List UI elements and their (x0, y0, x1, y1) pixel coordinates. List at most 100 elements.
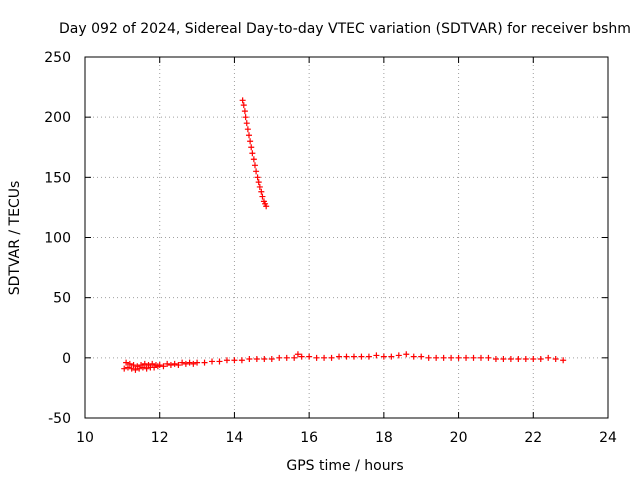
data-point-spike-track (263, 203, 270, 210)
x-tick-label: 14 (226, 430, 244, 446)
data-point-main-track (141, 360, 148, 367)
data-point-main-track (470, 354, 477, 361)
x-tick-label: 20 (450, 430, 468, 446)
data-point-main-track (306, 353, 313, 360)
data-point-main-track (388, 353, 395, 360)
x-tick-label: 12 (151, 430, 169, 446)
data-point-main-track (440, 354, 447, 361)
data-point-main-track (463, 354, 470, 361)
data-point-main-track (130, 362, 137, 369)
data-point-main-track (552, 356, 559, 363)
data-point-spike-track (247, 138, 254, 145)
data-point-spike-track (258, 188, 265, 195)
x-tick-label: 24 (599, 430, 617, 446)
grid-lines (85, 57, 608, 418)
data-point-spike-track (253, 168, 260, 175)
x-tick-label: 18 (375, 430, 393, 446)
data-point-main-track (182, 360, 189, 367)
y-tick-label: 250 (44, 50, 71, 66)
data-point-main-track (313, 354, 320, 361)
chart-title: Day 092 of 2024, Sidereal Day-to-day VTE… (59, 21, 631, 37)
y-axis-label: SDTVAR / TECUs (7, 181, 23, 296)
data-point-main-track (149, 360, 156, 367)
data-point-spike-track (239, 97, 246, 104)
data-point-main-track (238, 357, 245, 364)
data-point-main-track (253, 356, 260, 363)
data-point-main-track (136, 365, 143, 372)
data-point-main-track (336, 353, 343, 360)
data-point-main-track (123, 359, 130, 366)
axis-ticks: 10 12 14 16 18 20 22 24 -50 0 50 100 150 200 250 (44, 50, 617, 446)
data-point-main-track (223, 357, 230, 364)
data-point-spike-track (245, 132, 252, 139)
data-point-main-track (418, 353, 425, 360)
x-axis-label: GPS time / hours (286, 458, 403, 474)
data-point-main-track (268, 356, 275, 363)
data-point-spike-track (250, 156, 257, 163)
data-point-main-track (160, 363, 167, 370)
data-point-main-track (365, 353, 372, 360)
x-tick-label: 22 (524, 430, 542, 446)
data-point-main-track (194, 359, 201, 366)
y-tick-label: 50 (53, 291, 71, 307)
data-point-main-track (537, 356, 544, 363)
y-tick-label: -50 (48, 411, 71, 427)
data-point-main-track (171, 360, 178, 367)
data-point-main-track (291, 354, 298, 361)
data-point-main-track (175, 362, 182, 369)
data-point-spike-track (240, 102, 247, 109)
data-point-main-track (395, 352, 402, 359)
data-point-main-track (126, 360, 133, 367)
data-point-main-track (283, 354, 290, 361)
data-point-main-track (216, 358, 223, 365)
data-point-main-track (201, 359, 208, 366)
data-point-spike-track (251, 162, 258, 169)
y-tick-label: 0 (62, 351, 71, 367)
data-point-main-track (209, 358, 216, 365)
data-point-main-track (343, 353, 350, 360)
data-point-spike-track (256, 183, 263, 190)
data-point-spike-track (242, 114, 249, 121)
data-point-main-track (276, 354, 283, 361)
data-point-main-track (328, 354, 335, 361)
data-point-main-track (373, 352, 380, 359)
data-point-main-track (522, 356, 529, 363)
data-point-spike-track (241, 108, 248, 115)
data-point-main-track (139, 364, 146, 371)
data-point-main-track (448, 354, 455, 361)
data-point-main-track (485, 354, 492, 361)
data-point-spike-track (249, 150, 256, 157)
data-point-spike-track (248, 144, 255, 151)
data-point-main-track (128, 365, 135, 372)
data-point-main-track (143, 365, 150, 372)
x-tick-label: 10 (76, 430, 94, 446)
data-point-main-track (545, 354, 552, 361)
data-point-main-track (298, 353, 305, 360)
data-point-main-track (507, 356, 514, 363)
data-point-main-track (350, 353, 357, 360)
data-point-main-track (530, 356, 537, 363)
y-tick-label: 200 (44, 110, 71, 126)
data-point-main-track (455, 354, 462, 361)
data-point-main-track (433, 354, 440, 361)
data-point-main-track (380, 353, 387, 360)
data-point-main-track (124, 364, 131, 371)
data-point-main-track (515, 356, 522, 363)
data-point-main-track (560, 357, 567, 364)
data-points (121, 97, 567, 373)
data-point-spike-track (255, 179, 262, 186)
data-point-spike-track (244, 126, 251, 133)
data-point-main-track (121, 365, 128, 372)
data-point-main-track (294, 351, 301, 358)
data-point-main-track (132, 366, 139, 373)
data-point-main-track (231, 357, 238, 364)
data-point-spike-track (243, 120, 250, 127)
data-point-main-track (190, 360, 197, 367)
data-point-main-track (500, 356, 507, 363)
data-point-main-track (477, 354, 484, 361)
y-tick-label: 150 (44, 170, 71, 186)
x-tick-label: 16 (300, 430, 318, 446)
data-point-main-track (167, 362, 174, 369)
data-point-main-track (403, 351, 410, 358)
